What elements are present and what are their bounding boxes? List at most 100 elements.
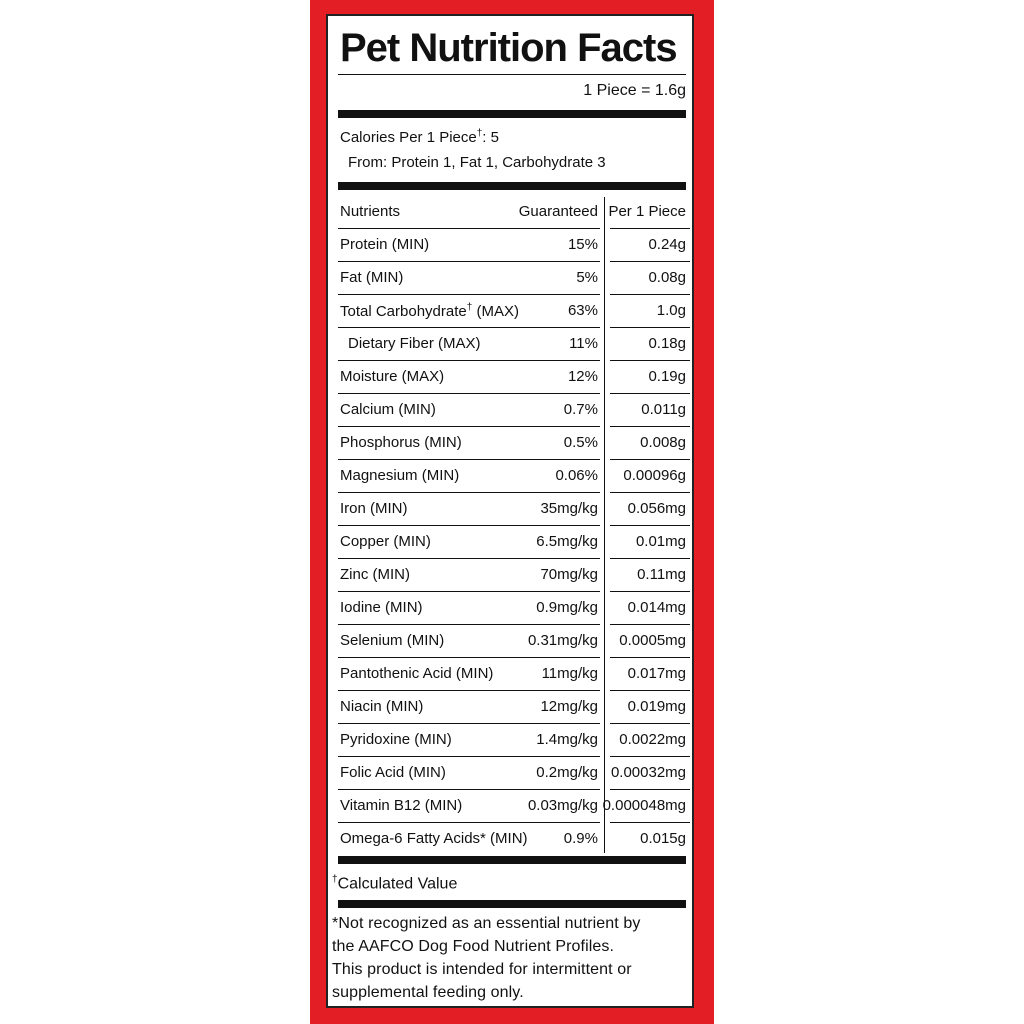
disclaimer-line: the AAFCO Dog Food Nutrient Profiles. — [332, 938, 615, 955]
nutrient-name-text: Iron (MIN) — [340, 500, 408, 517]
per-piece-value: 0.015g — [640, 830, 686, 847]
per-piece-value: 0.01mg — [635, 533, 686, 550]
nutrient-name: Phosphorus (MIN) — [340, 434, 462, 451]
row-divider — [610, 723, 690, 724]
guaranteed-value: 11mg/kg — [541, 665, 598, 682]
nutrient-name: Pantothenic Acid (MIN) — [340, 665, 493, 682]
table-row: Iodine (MIN) 0.9mg/kg 0.014mg — [338, 592, 690, 625]
row-divider — [338, 360, 600, 361]
guaranteed-value: 35mg/kg — [540, 500, 598, 517]
table-row: Protein (MIN) 15% 0.24g — [338, 229, 690, 262]
row-divider — [338, 723, 600, 724]
per-piece-value: 0.008g — [640, 434, 686, 451]
nutrient-name: Selenium (MIN) — [340, 632, 444, 649]
row-divider — [610, 591, 690, 592]
nutrient-name: Iodine (MIN) — [340, 599, 423, 616]
nutrient-name-text: Fat (MIN) — [340, 269, 404, 286]
row-divider — [610, 789, 690, 790]
calories-value: : 5 — [482, 129, 499, 146]
disclaimer-line: This product is intended for intermitten… — [332, 961, 632, 978]
table-row: Copper (MIN) 6.5mg/kg 0.01mg — [338, 526, 690, 559]
calories-from: From: Protein 1, Fat 1, Carbohydrate 3 — [348, 154, 606, 171]
nutrient-name: Moisture (MAX) — [340, 368, 444, 385]
guaranteed-value: 12mg/kg — [540, 698, 598, 715]
guaranteed-value: 5% — [576, 269, 598, 286]
row-divider — [610, 756, 690, 757]
guaranteed-value: 1.4mg/kg — [536, 731, 598, 748]
footnote-rule — [338, 900, 686, 908]
per-piece-value: 0.08g — [648, 269, 686, 286]
table-row: Pyridoxine (MIN) 1.4mg/kg 0.0022mg — [338, 724, 690, 757]
calculated-mark: † — [332, 874, 338, 885]
per-piece-value: 0.000048mg — [602, 797, 686, 814]
table-row: Folic Acid (MIN) 0.2mg/kg 0.00032mg — [338, 757, 690, 790]
nutrient-name-text: Calcium (MIN) — [340, 401, 436, 418]
per-piece-value: 0.11mg — [637, 566, 686, 583]
nutrient-name-text: Omega-6 Fatty Acids* (MIN) — [340, 830, 528, 847]
row-divider — [610, 822, 690, 823]
guaranteed-value: 0.31mg/kg — [527, 632, 598, 649]
row-divider — [610, 294, 690, 295]
serving-size: 1 Piece = 1.6g — [583, 82, 686, 99]
guaranteed-value: 0.06% — [555, 467, 598, 484]
row-divider — [338, 624, 600, 625]
nutrient-name: Folic Acid (MIN) — [340, 764, 446, 781]
table-row: Zinc (MIN) 70mg/kg 0.11mg — [338, 559, 690, 592]
column-separator — [604, 197, 605, 853]
disclaimer-line: *Not recognized as an essential nutrient… — [332, 915, 641, 932]
nutrient-name: Protein (MIN) — [340, 236, 429, 253]
nutrient-name: Magnesium (MIN) — [340, 467, 459, 484]
guaranteed-value: 0.2mg/kg — [536, 764, 598, 781]
row-divider — [338, 261, 600, 262]
calories-label: Calories Per 1 Piece — [340, 129, 477, 146]
per-piece-value: 0.18g — [648, 335, 686, 352]
row-divider — [338, 789, 600, 790]
calories-rule — [338, 182, 686, 190]
calculated-value-note: †Calculated Value — [332, 874, 457, 893]
table-row: Omega-6 Fatty Acids* (MIN) 0.9% 0.015g — [338, 823, 690, 856]
nutrition-facts-panel: Pet Nutrition Facts 1 Piece = 1.6g Calor… — [326, 14, 694, 1008]
disclaimer-line: supplemental feeding only. — [332, 984, 524, 1001]
row-divider — [610, 261, 690, 262]
table-header-row: Nutrients Guaranteed Per 1 Piece — [338, 196, 690, 229]
nutrient-name-text: Moisture (MAX) — [340, 368, 445, 385]
nutrient-name-text: Folic Acid (MIN) — [340, 764, 446, 781]
nutrient-name-text: Copper (MIN) — [340, 533, 431, 550]
nutrient-name-text: Protein (MIN) — [340, 236, 430, 253]
row-divider — [610, 228, 690, 229]
row-divider — [338, 822, 600, 823]
nutrient-name-text: Dietary Fiber (MAX) — [348, 335, 481, 352]
row-divider — [610, 525, 690, 526]
title-rule — [338, 74, 686, 75]
panel-title: Pet Nutrition Facts — [340, 26, 678, 70]
nutrient-name-text: Pantothenic Acid (MIN) — [340, 665, 494, 682]
guaranteed-value: 0.5% — [563, 434, 598, 451]
table-row: Fat (MIN) 5% 0.08g — [338, 262, 690, 295]
table-row: Phosphorus (MIN) 0.5% 0.008g — [338, 427, 690, 460]
nutrient-name: Pyridoxine (MIN) — [340, 731, 452, 748]
row-divider — [338, 525, 600, 526]
nutrient-name-text: Zinc (MIN) — [340, 566, 410, 583]
row-divider — [338, 591, 600, 592]
table-row: Niacin (MIN) 12mg/kg 0.019mg — [338, 691, 690, 724]
table-row: Selenium (MIN) 0.31mg/kg 0.0005mg — [338, 625, 690, 658]
per-piece-value: 0.24g — [648, 236, 686, 253]
row-divider — [610, 393, 690, 394]
nutrient-name-text: Pyridoxine (MIN) — [340, 731, 452, 748]
column-header-nutrients: Nutrients — [340, 203, 401, 220]
row-divider — [338, 459, 600, 460]
calories-line: Calories Per 1 Piece†: 5 — [340, 128, 499, 146]
calculated-label: Calculated Value — [337, 875, 458, 893]
nutrient-name-text: Iodine (MIN) — [340, 599, 423, 616]
per-piece-value: 0.19g — [648, 368, 686, 385]
table-row: Calcium (MIN) 0.7% 0.011g — [338, 394, 690, 427]
nutrient-name: Zinc (MIN) — [340, 566, 410, 583]
column-header-guaranteed: Guaranteed — [518, 203, 598, 220]
nutrient-name: Iron (MIN) — [340, 500, 408, 517]
row-divider — [610, 690, 690, 691]
table-row: Total Carbohydrate† (MAX) 63% 1.0g — [338, 295, 690, 328]
per-piece-value: 0.0005mg — [619, 632, 686, 649]
row-divider — [610, 327, 690, 328]
guaranteed-value: 70mg/kg — [540, 566, 598, 583]
table-row: Iron (MIN) 35mg/kg 0.056mg — [338, 493, 690, 526]
